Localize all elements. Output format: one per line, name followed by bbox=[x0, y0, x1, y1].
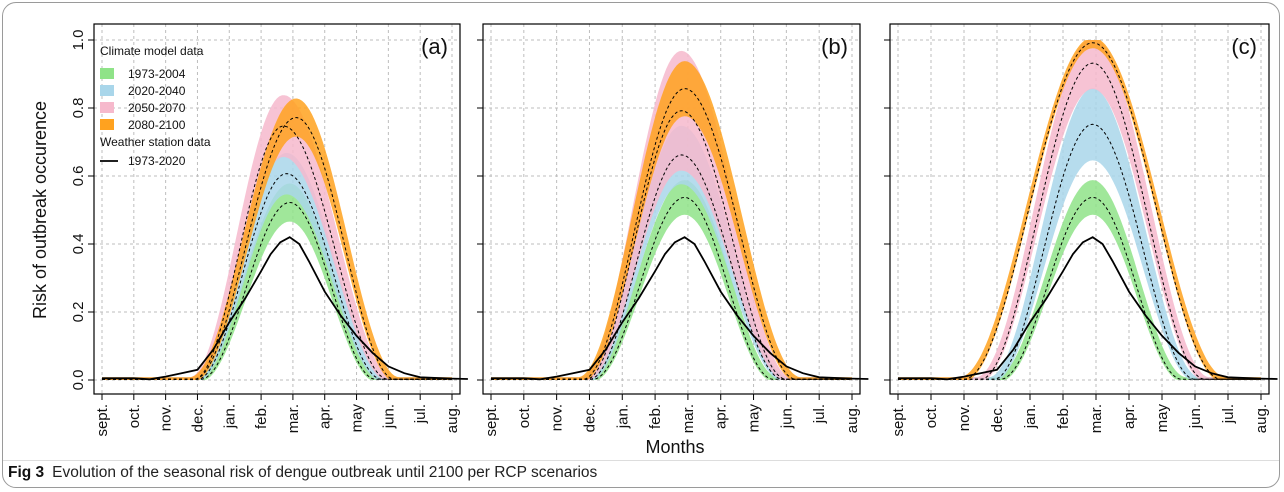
x-tick-label: jun. bbox=[1187, 404, 1204, 429]
x-tick-label: aug. bbox=[444, 404, 461, 433]
x-tick-label: apr. bbox=[1121, 404, 1138, 429]
legend-swatch-2050-2070 bbox=[100, 102, 114, 113]
legend-swatch-1973-2004 bbox=[100, 68, 114, 79]
station-line bbox=[898, 237, 1278, 379]
x-tick-label: jun. bbox=[778, 404, 795, 429]
legend-title-climate: Climate model data bbox=[100, 44, 204, 58]
x-tick-label: feb. bbox=[647, 404, 664, 429]
panel-label: (a) bbox=[421, 34, 448, 59]
x-tick-label: jun. bbox=[380, 404, 397, 429]
x-tick-label: feb. bbox=[1055, 404, 1072, 429]
x-tick-label: may bbox=[349, 404, 366, 433]
x-tick-label: aug. bbox=[844, 404, 861, 433]
legend-label-2080-2100: 2080-2100 bbox=[128, 118, 186, 132]
x-tick-label: oct. bbox=[923, 404, 940, 428]
legend-swatch-2080-2100 bbox=[100, 119, 114, 130]
legend-label-station: 1973-2020 bbox=[128, 154, 186, 168]
band-1973-2004 bbox=[102, 184, 452, 381]
x-tick-label: sept. bbox=[483, 404, 500, 437]
station-line bbox=[491, 237, 868, 379]
x-tick-label: dec. bbox=[989, 404, 1006, 432]
panel-label: (c) bbox=[1231, 34, 1257, 59]
legend-title-station: Weather station data bbox=[100, 135, 211, 149]
x-tick-label: apr. bbox=[317, 404, 334, 429]
legend: Climate model data 1973-2004 2020-2040 2050… bbox=[100, 44, 211, 168]
panel-c: sept. oct. nov. dec. jan. feb. mar. apr. may jun.… bbox=[884, 24, 1278, 437]
x-tick-label: mar. bbox=[1088, 404, 1105, 433]
x-tick-label: may bbox=[1154, 404, 1171, 433]
x-tick-label: jul. bbox=[811, 404, 828, 424]
x-tick-label: jan. bbox=[614, 404, 631, 429]
x-tick-label: may bbox=[746, 404, 763, 433]
x-tick-label: dec. bbox=[189, 404, 206, 432]
x-tick-label: apr. bbox=[713, 404, 730, 429]
x-tick-label: sept. bbox=[890, 404, 907, 437]
caption-divider bbox=[3, 460, 1279, 461]
x-tick-label: nov. bbox=[956, 404, 973, 431]
legend-label-2050-2070: 2050-2070 bbox=[128, 101, 186, 115]
figure-caption-text: Evolution of the seasonal risk of dengue… bbox=[52, 464, 597, 481]
legend-swatch-2020-2040 bbox=[100, 85, 114, 96]
x-tick-label: nov. bbox=[549, 404, 566, 431]
x-tick-label: dec. bbox=[581, 404, 598, 432]
figure-caption: Fig 3 Evolution of the seasonal risk of d… bbox=[8, 464, 597, 482]
x-tick-label: jul. bbox=[1220, 404, 1237, 424]
y-axis-title: Risk of outbreak occurence bbox=[30, 101, 50, 319]
x-tick-label: aug. bbox=[1253, 404, 1270, 433]
y-tick-label: 1.0 bbox=[70, 30, 87, 51]
y-tick-label: 0.4 bbox=[70, 234, 87, 255]
y-tick-label: 0.2 bbox=[70, 302, 87, 323]
median-line-1973-2004 bbox=[898, 197, 1261, 379]
y-tick-label: 0.6 bbox=[70, 166, 87, 187]
x-axis-title: Months bbox=[645, 437, 704, 457]
band-2020-2040 bbox=[898, 88, 1261, 380]
x-tick-label: jan. bbox=[1022, 404, 1039, 429]
legend-label-2020-2040: 2020-2040 bbox=[128, 84, 186, 98]
figure-label: Fig 3 bbox=[8, 464, 44, 481]
median-line-1973-2004 bbox=[491, 197, 852, 379]
band-2020-2040 bbox=[102, 153, 452, 380]
x-tick-label: mar. bbox=[285, 404, 302, 433]
station-line bbox=[102, 237, 468, 379]
y-tick-label: 0.8 bbox=[70, 98, 87, 119]
x-tick-label: nov. bbox=[158, 404, 175, 431]
x-tick-label: feb. bbox=[253, 404, 270, 429]
panel-label: (b) bbox=[821, 34, 848, 59]
x-tick-label: jul. bbox=[412, 404, 429, 424]
band-1973-2004 bbox=[898, 180, 1261, 380]
band-1973-2004 bbox=[491, 180, 852, 380]
x-tick-label: jan. bbox=[221, 404, 238, 429]
x-tick-label: oct. bbox=[516, 404, 533, 428]
panel-b: sept. oct. nov. dec. jan. feb. mar. apr. may jun.… bbox=[477, 24, 868, 437]
x-tick-label: mar. bbox=[680, 404, 697, 433]
x-tick-label: oct. bbox=[126, 404, 143, 428]
y-tick-label: 0.0 bbox=[70, 370, 87, 391]
legend-label-1973-2004: 1973-2004 bbox=[128, 67, 186, 81]
x-tick-label: sept. bbox=[94, 404, 111, 437]
